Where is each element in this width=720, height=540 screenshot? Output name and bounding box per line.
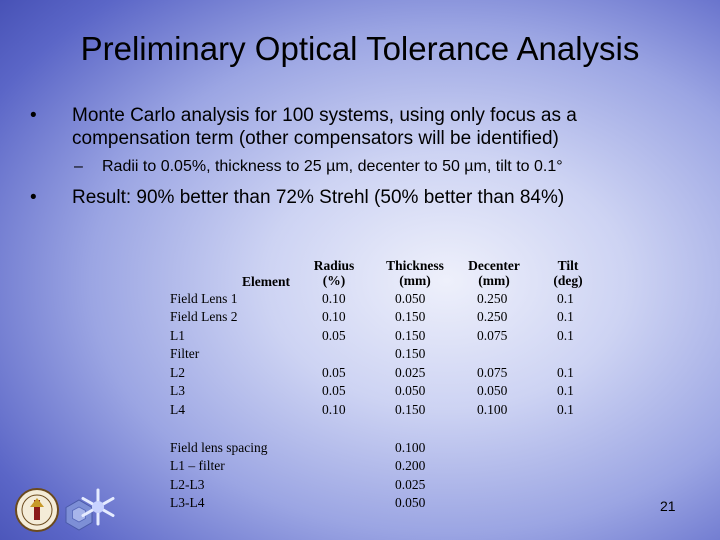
header-element: Element <box>242 274 290 289</box>
table-row: Field Lens 2 0.10 0.150 0.250 0.1 <box>170 309 574 324</box>
page-number: 21 <box>660 498 676 514</box>
bullet-result: • Result: 90% better than 72% Strehl (50… <box>30 186 690 209</box>
spacing-row: L3-L4 0.050 <box>170 495 426 510</box>
spacing-row: L1 – filter 0.200 <box>170 458 426 473</box>
sub-bullet-tolerances: – Radii to 0.05%, thickness to 25 µm, de… <box>30 157 690 177</box>
table-row: L3 0.05 0.050 0.050 0.1 <box>170 383 574 398</box>
table-row: L4 0.10 0.150 0.100 0.1 <box>170 402 574 417</box>
table-row: L2 0.05 0.025 0.075 0.1 <box>170 365 574 380</box>
header-decenter: Decenter (mm) <box>468 258 520 288</box>
header-tilt: Tilt (deg) <box>553 258 583 288</box>
bullet-list: • Monte Carlo analysis for 100 systems, … <box>30 104 690 209</box>
bullet-marker: • <box>30 105 37 126</box>
hexagon-mirror-logo-icon <box>65 499 93 531</box>
bullet-text: Result: 90% better than 72% Strehl (50% … <box>72 187 565 208</box>
table-row: Filter 0.150 <box>170 346 426 361</box>
sub-bullet-text: Radii to 0.05%, thickness to 25 µm, dece… <box>102 158 563 175</box>
table-row: L1 0.05 0.150 0.075 0.1 <box>170 328 574 343</box>
table-row: Field Lens 1 0.10 0.050 0.250 0.1 <box>170 291 574 306</box>
bullet-monte-carlo: • Monte Carlo analysis for 100 systems, … <box>30 104 690 150</box>
bullet-text: Monte Carlo analysis for 100 systems, us… <box>72 105 577 149</box>
bullet-marker: • <box>30 187 37 208</box>
spacing-row: L2-L3 0.025 <box>170 477 426 492</box>
header-radius: Radius (%) <box>313 258 355 288</box>
university-seal-icon <box>15 488 59 532</box>
slide-title: Preliminary Optical Tolerance Analysis <box>80 30 640 67</box>
sub-bullet-marker: – <box>74 158 83 175</box>
header-thickness: Thickness (mm) <box>386 258 444 288</box>
spacing-row: Field lens spacing 0.100 <box>170 440 426 455</box>
snowflake-logo-icon <box>81 488 115 526</box>
